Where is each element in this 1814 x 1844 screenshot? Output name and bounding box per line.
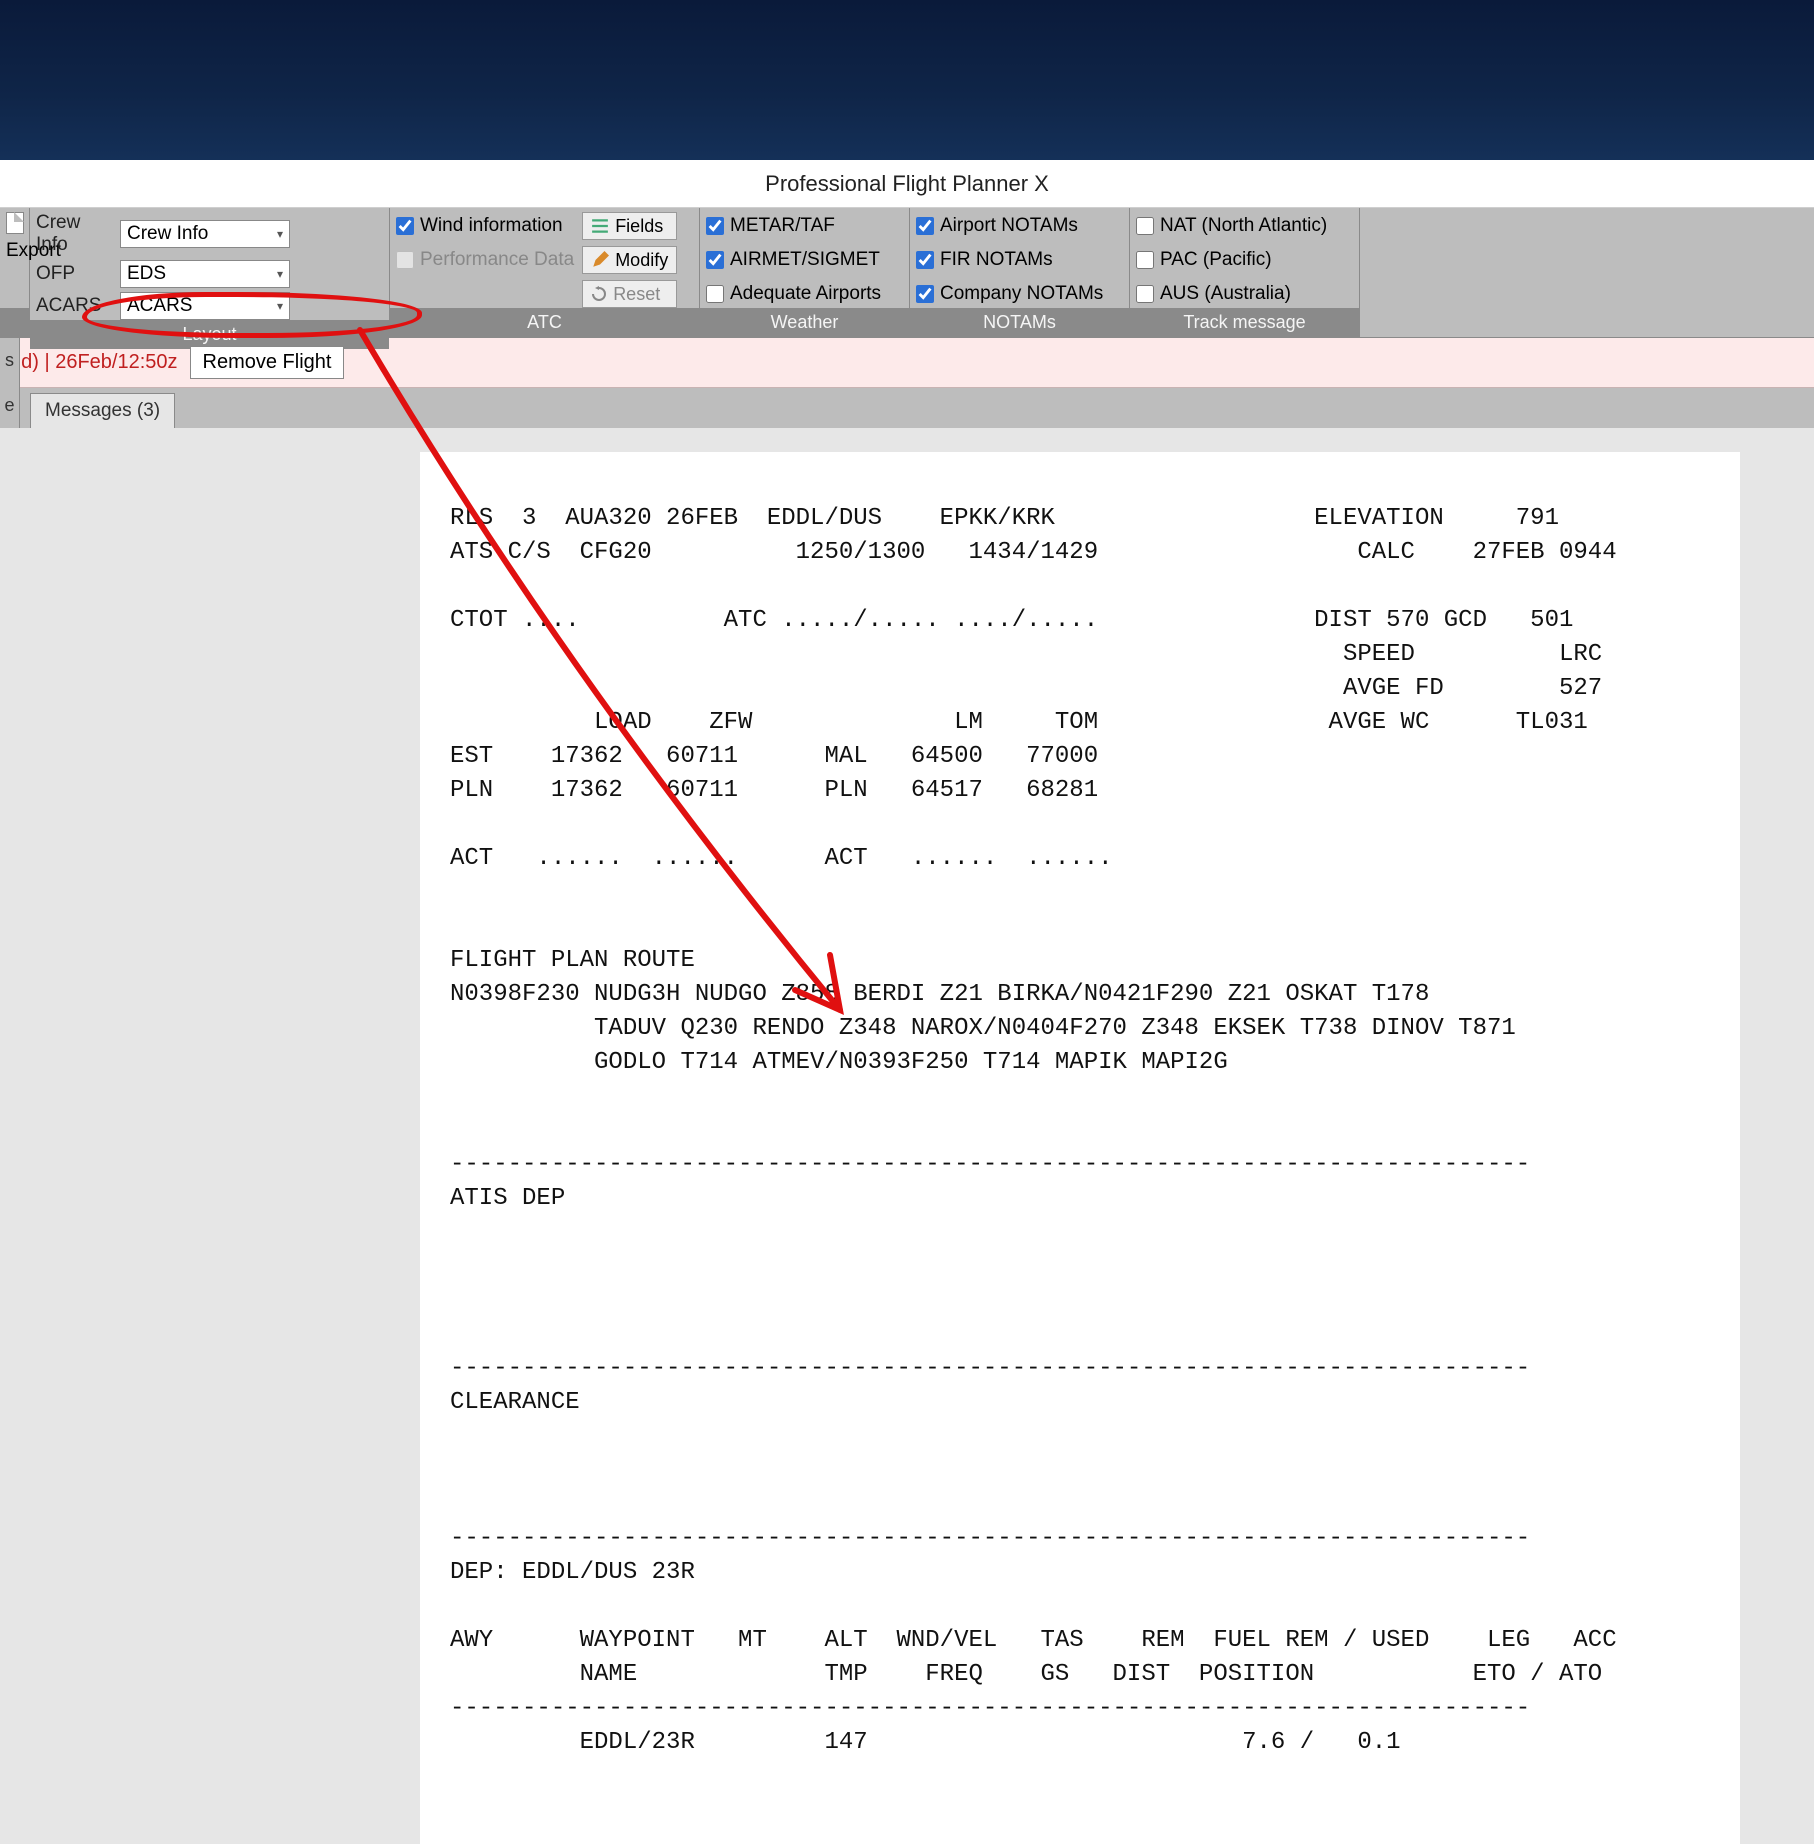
adequate-checkbox[interactable] [706,285,724,303]
remove-flight-button[interactable]: Remove Flight [190,346,345,379]
chevron-down-icon: ▾ [277,267,283,281]
ribbon-group-track: NAT (North Atlantic) PAC (Pacific) AUS (… [1130,208,1360,337]
perf-data-checkbox [396,251,414,269]
modify-button[interactable]: Modify [582,246,677,274]
crew-info-dropdown[interactable]: Crew Info Crew Info▾ [36,212,290,256]
group-label-track: Track message [1130,308,1359,337]
aus-checkbox[interactable] [1136,285,1154,303]
ribbon-group-weather: METAR/TAF AIRMET/SIGMET Adequate Airport… [700,208,910,337]
app-title: Professional Flight Planner X [765,171,1049,197]
chevron-down-icon: ▾ [277,227,283,241]
fields-button[interactable]: Fields [582,212,677,240]
ofp-dropdown[interactable]: OFP EDS▾ [36,260,290,288]
nat-checkbox[interactable] [1136,217,1154,235]
content-area: RLS 3 AUA320 26FEB EDDL/DUS EPKK/KRK ELE… [0,428,1814,1844]
group-label-weather: Weather [700,308,909,337]
ribbon-group-export: Export [0,208,30,337]
refresh-icon [591,286,607,302]
group-label-atc: ATC [390,308,699,337]
ofp-document: RLS 3 AUA320 26FEB EDDL/DUS EPKK/KRK ELE… [420,452,1740,1844]
airport-notams-checkbox[interactable] [916,217,934,235]
airmet-checkbox[interactable] [706,251,724,269]
metar-checkbox[interactable] [706,217,724,235]
fir-notams-checkbox[interactable] [916,251,934,269]
reset-button[interactable]: Reset [582,280,677,308]
company-notams-checkbox[interactable] [916,285,934,303]
pencil-icon [591,251,609,269]
app-banner [0,0,1814,160]
list-icon [591,217,609,235]
left-edge-stub: s e [0,338,20,428]
title-bar: Professional Flight Planner X [0,160,1814,208]
tabs-bar: Messages (3) [0,388,1814,428]
flight-crumb: nd) | 26Feb/12:50z [10,351,178,374]
tab-messages[interactable]: Messages (3) [30,393,175,428]
group-label-notams: NOTAMs [910,308,1129,337]
wind-info-checkbox[interactable] [396,217,414,235]
flight-sub-bar: nd) | 26Feb/12:50z Remove Flight [0,338,1814,388]
new-doc-icon[interactable] [6,212,24,234]
ribbon-group-notams: Airport NOTAMs FIR NOTAMs Company NOTAMs… [910,208,1130,337]
pac-checkbox[interactable] [1136,251,1154,269]
ribbon-group-atc: Wind information Performance Data Fields… [390,208,700,337]
annotation-circle [82,292,422,338]
